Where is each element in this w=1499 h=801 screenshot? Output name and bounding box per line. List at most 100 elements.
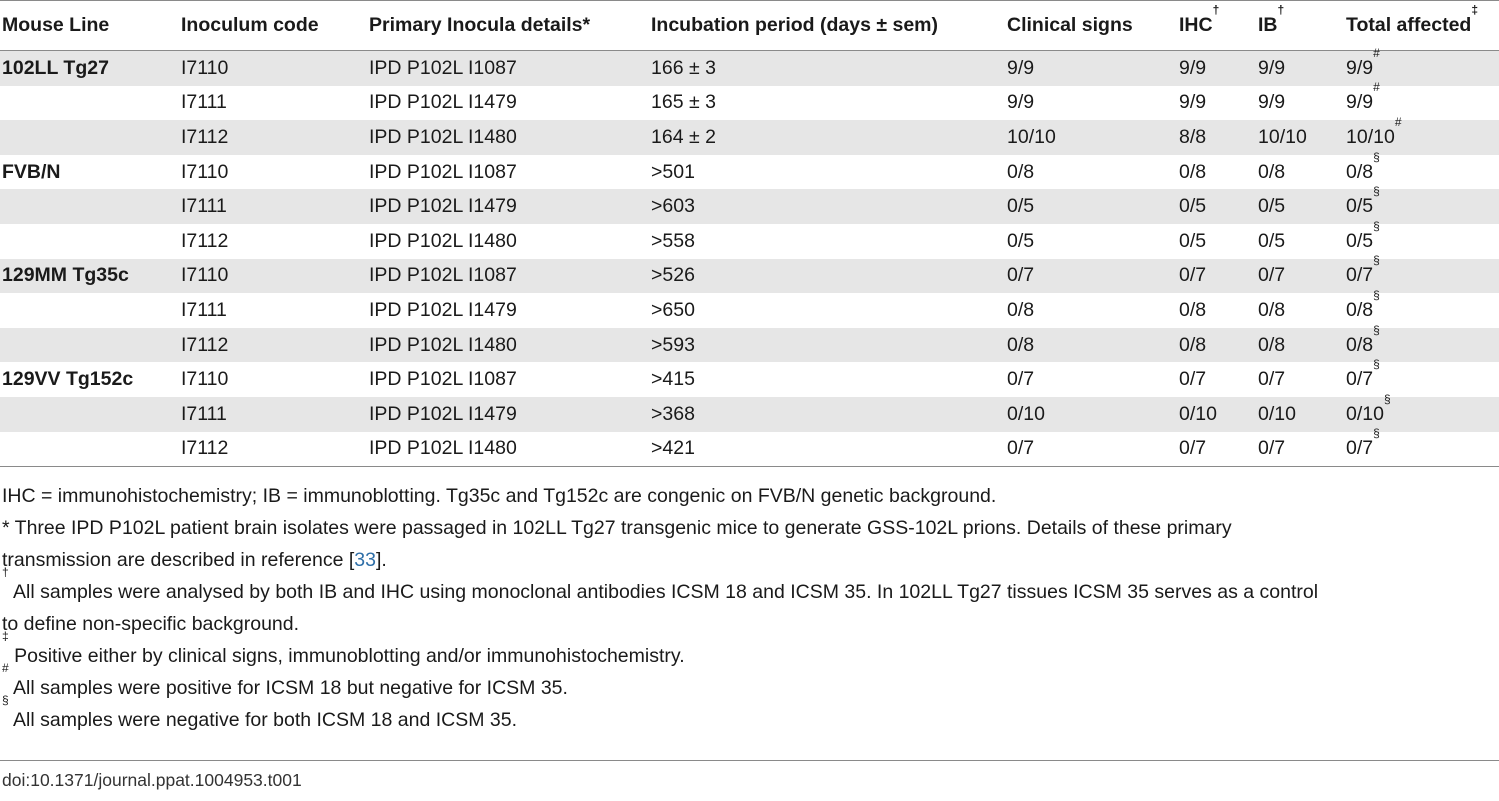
cell-ihc: 0/7 [1179,368,1207,391]
footnote-hash: # All samples were positive for ICSM 18 … [2,661,568,699]
cell-ib: 9/9 [1258,91,1286,114]
cell-inoculum-code: I7112 [179,120,367,155]
cell-mouse-line: 129VV Tg152c [2,368,134,391]
cell-total-affected: 0/8§ [1346,149,1380,183]
cell-incubation: >650 [651,298,695,321]
cell-total-affected: 0/7§ [1344,427,1499,468]
cell-ihc: 9/9 [1177,50,1256,86]
table-row: 129MM Tg35c I7110 IPD P102L I1087 >526 0/7 0/… [0,254,1499,294]
cell-primary-inocula: IPD P102L I1479 [369,91,517,114]
cell-primary-inocula: IPD P102L I1479 [367,189,649,224]
footnote-star: * Three IPD P102L patient brain isolates… [2,517,1232,539]
cell-primary-inocula: IPD P102L I1087 [367,258,649,294]
header-primary-inocula: Primary Inocula details* [367,0,649,51]
cell-inoculum-code: I7112 [179,431,367,468]
cell-ihc: 0/7 [1177,258,1256,294]
footnote-double-dagger: ‡ Positive either by clinical signs, imm… [2,629,685,667]
cell-incubation: >421 [649,431,1005,468]
header-ib: IB† [1256,0,1344,51]
table-row: I7112 IPD P102L I1480 >558 0/5 0/5 0/5 0/5§ [0,220,1499,259]
table-row: I7111 IPD P102L I1479 >603 0/5 0/5 0/5 0/5§ [0,185,1499,224]
table-header-row: Mouse Line Inoculum code Primary Inocula… [0,0,1499,51]
footnote-dagger-continued: to define non-specific background. [2,613,300,635]
cell-ihc: 0/7 [1177,431,1256,468]
cell-clinical-signs: 0/8 [1007,160,1035,183]
cell-clinical-signs: 0/7 [1005,258,1177,294]
cell-inoculum-code: I7110 [181,160,229,183]
cell-total-affected: 9/9# [1346,80,1380,114]
cell-inoculum-code: I7111 [179,396,367,432]
cell-ib: 0/5 [1256,189,1344,224]
cell-ib: 0/5 [1258,229,1286,252]
cell-mouse-line [0,431,179,468]
cell-mouse-line [0,224,179,259]
cell-mouse-line [0,293,179,328]
cell-clinical-signs: 0/7 [1005,431,1177,468]
table-row: FVB/N I7110 IPD P102L I1087 >501 0/8 0/8 0/8 0/… [0,149,1499,190]
cell-primary-inocula: IPD P102L I1480 [367,431,649,468]
cell-ib: 0/8 [1258,298,1286,321]
header-total-affected: Total affected‡ [1344,0,1499,51]
cell-inoculum-code: I7111 [179,189,367,224]
cell-ib: 9/9 [1256,50,1344,86]
results-table: Mouse Line Inoculum code Primary Inocula… [0,0,1499,468]
cell-inoculum-code: I7111 [181,298,227,321]
header-ihc: IHC† [1177,0,1256,51]
header-inoculum-code: Inoculum code [179,0,367,51]
cell-incubation: >558 [651,229,695,252]
cell-incubation: >501 [651,160,695,183]
cell-incubation: >603 [649,189,1005,224]
cell-clinical-signs: 0/10 [1005,396,1177,432]
cell-ihc: 0/8 [1177,327,1256,363]
cell-clinical-signs: 0/8 [1007,298,1035,321]
cell-inoculum-code: I7111 [181,91,227,114]
cell-primary-inocula: IPD P102L I1479 [367,396,649,432]
cell-primary-inocula: IPD P102L I1087 [369,368,517,391]
cell-clinical-signs: 9/9 [1005,50,1177,86]
footnote-abbreviations: IHC = immunohistochemistry; IB = immunob… [2,485,997,507]
cell-incubation: >415 [651,368,695,391]
cell-ib: 0/7 [1256,258,1344,294]
cell-primary-inocula: IPD P102L I1087 [369,160,517,183]
cell-primary-inocula: IPD P102L I1480 [367,327,649,363]
reference-link[interactable]: 33 [354,549,376,571]
cell-ihc: 0/5 [1177,189,1256,224]
table-row: 129VV Tg152c I7110 IPD P102L I1087 >415 0/7 0… [0,358,1499,397]
cell-mouse-line [0,120,179,155]
cell-ib: 0/7 [1258,368,1286,391]
cell-clinical-signs: 0/7 [1007,368,1035,391]
table-row: I7111 IPD P102L I1479 >368 0/10 0/10 0/10 0/10… [0,393,1499,432]
cell-ihc: 9/9 [1179,91,1207,114]
table-row: I7111 IPD P102L I1479 >650 0/8 0/8 0/8 0/8§ [0,289,1499,328]
cell-mouse-line [0,396,179,432]
cell-mouse-line: FVB/N [2,160,61,183]
cell-clinical-signs: 10/10 [1005,120,1177,155]
table-row: I7111 IPD P102L I1479 165 ± 3 9/9 9/9 9/9 9/9# [0,80,1499,121]
cell-incubation: 165 ± 3 [651,91,716,114]
cell-incubation: >526 [649,258,1005,294]
cell-ib: 0/8 [1258,160,1286,183]
cell-inoculum-code: I7110 [179,50,367,86]
cell-mouse-line [0,86,179,121]
header-incubation: Incubation period (days ± sem) [649,0,1005,51]
cell-total-affected: 10/10# [1344,116,1499,155]
footnote-section: § All samples were negative for both ICS… [2,693,518,731]
table-row: I7112 IPD P102L I1480 164 ± 2 10/10 8/8 10/10… [0,116,1499,155]
cell-ihc: 0/8 [1179,298,1207,321]
table-row: I7112 IPD P102L I1480 >421 0/7 0/7 0/7 0/7§ [0,427,1499,468]
cell-primary-inocula: IPD P102L I1087 [367,50,649,86]
cell-mouse-line [0,327,179,363]
cell-inoculum-code: I7110 [179,258,367,294]
cell-ihc: 0/8 [1179,160,1207,183]
cell-primary-inocula: IPD P102L I1480 [367,120,649,155]
table-row: I7112 IPD P102L I1480 >593 0/8 0/8 0/8 0/8§ [0,324,1499,363]
doi-text[interactable]: doi:10.1371/journal.ppat.1004953.t001 [2,770,302,790]
cell-ib: 0/8 [1256,327,1344,363]
cell-total-affected: 0/10§ [1344,393,1499,432]
header-mouse-line: Mouse Line [0,0,179,51]
footnote-dagger: † All samples were analysed by both IB a… [2,565,1319,603]
cell-total-affected: 9/9# [1344,47,1499,86]
cell-inoculum-code: I7112 [179,327,367,363]
cell-primary-inocula: IPD P102L I1479 [369,298,517,321]
